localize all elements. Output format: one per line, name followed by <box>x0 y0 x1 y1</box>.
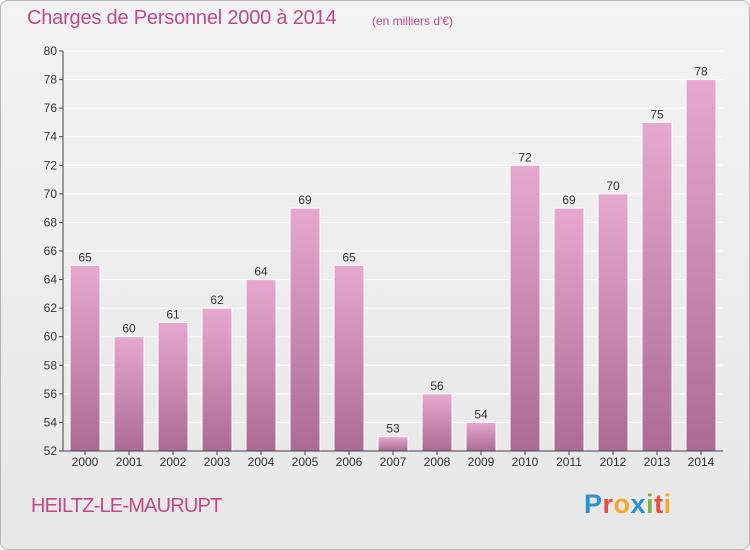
y-tick-label: 64 <box>44 273 58 287</box>
town-name: HEILTZ-LE-MAURUPT <box>31 495 222 517</box>
x-tick-label: 2013 <box>644 455 671 469</box>
x-tick-label: 2005 <box>292 455 319 469</box>
chart-unit: (en milliers d'€) <box>372 14 453 28</box>
bars <box>69 79 717 452</box>
y-tick-label: 78 <box>44 73 58 87</box>
x-tick-label: 2003 <box>204 455 231 469</box>
y-tick-label: 74 <box>44 130 58 144</box>
bar <box>509 164 541 452</box>
data-label: 64 <box>254 265 268 279</box>
logo-letter: x <box>630 489 647 519</box>
data-label: 72 <box>518 150 532 164</box>
data-label: 61 <box>166 307 180 321</box>
logo-letter: t <box>654 489 664 519</box>
bar <box>333 264 365 452</box>
x-tick-label: 2009 <box>468 455 495 469</box>
y-tick-label: 58 <box>44 358 58 372</box>
y-tick-label: 62 <box>44 301 58 315</box>
y-tick-label: 76 <box>44 101 58 115</box>
data-label: 62 <box>210 293 224 307</box>
y-tick-label: 60 <box>44 330 58 344</box>
x-tick-label: 2014 <box>688 455 715 469</box>
bar <box>201 307 233 452</box>
data-label: 54 <box>474 407 488 421</box>
chart-title: Charges de Personnel 2000 à 2014 <box>27 7 337 29</box>
bar <box>69 264 101 452</box>
x-tick-label: 2012 <box>600 455 627 469</box>
data-label: 78 <box>694 65 708 79</box>
data-label: 65 <box>342 250 356 264</box>
logo-letter: P <box>584 489 603 519</box>
x-tick-label: 2010 <box>512 455 539 469</box>
y-tick-label: 72 <box>44 158 58 172</box>
x-tick-label: 2001 <box>116 455 143 469</box>
bar <box>597 193 629 452</box>
x-tick-label: 2011 <box>556 455 582 469</box>
bar <box>289 207 321 452</box>
bar <box>421 393 453 452</box>
y-tick-label: 52 <box>44 444 58 458</box>
data-label: 56 <box>430 379 444 393</box>
x-tick-label: 2007 <box>380 455 407 469</box>
x-tick-label: 2002 <box>160 455 187 469</box>
data-label: 69 <box>562 193 576 207</box>
x-tick-label: 2008 <box>424 455 451 469</box>
bar <box>685 79 717 452</box>
logo-letter: r <box>602 489 614 519</box>
bar <box>377 436 409 452</box>
bar <box>641 121 673 452</box>
y-tick-label: 80 <box>44 44 58 58</box>
data-label: 69 <box>298 193 312 207</box>
bar <box>113 336 145 452</box>
proxiti-logo: Proxiti <box>584 489 672 520</box>
bar <box>157 321 189 452</box>
bar <box>553 207 585 452</box>
logo-letter: o <box>613 489 631 519</box>
logo-letter: i <box>646 489 655 519</box>
x-tick-label: 2000 <box>72 455 99 469</box>
logo-letter: i <box>663 489 672 519</box>
data-label: 60 <box>122 322 136 336</box>
data-label: 53 <box>386 422 400 436</box>
x-tick-label: 2006 <box>336 455 363 469</box>
y-tick-label: 54 <box>44 415 58 429</box>
y-tick-label: 66 <box>44 244 58 258</box>
y-tick-label: 70 <box>44 187 58 201</box>
data-label: 65 <box>78 250 92 264</box>
data-labels: 65 60 61 62 64 69 65 53 56 54 72 69 70 75 78 <box>78 65 708 436</box>
data-label: 75 <box>650 107 664 121</box>
data-label: 70 <box>606 179 620 193</box>
bar <box>245 279 277 452</box>
y-tick-label: 56 <box>44 387 58 401</box>
x-tick-label: 2004 <box>248 455 275 469</box>
y-tick-label: 68 <box>44 215 58 229</box>
bar <box>465 421 497 452</box>
axes: 52 54 56 58 60 62 64 66 68 70 72 74 76 78 80 2000 2001 20… <box>44 44 723 469</box>
